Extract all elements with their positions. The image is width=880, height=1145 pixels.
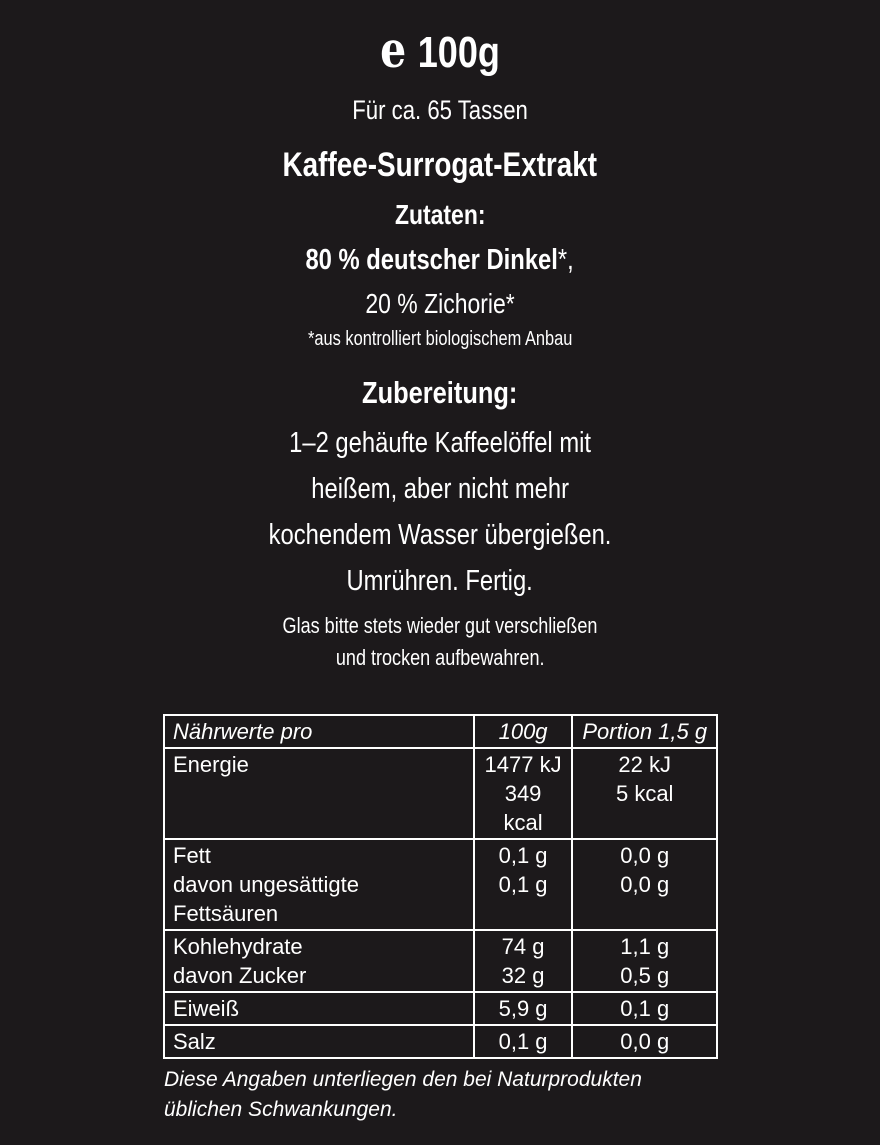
servings-text: Für ca. 65 Tassen (352, 95, 528, 125)
row-per100: 0,1 g (472, 1024, 574, 1059)
table-header-row: Nährwerte pro 100g Portion 1,5 g (163, 714, 718, 749)
row-portion: 22 kJ 5 kcal (571, 747, 718, 840)
row-per100: 0,1 g 0,1 g (472, 838, 574, 931)
row-portion: 0,1 g (571, 991, 718, 1026)
table-row-energy: Energie 1477 kJ 349 kcal 22 kJ 5 kcal (163, 747, 718, 840)
header-portion: Portion 1,5 g (571, 714, 718, 749)
header-per100: 100g (472, 714, 574, 749)
preparation-line: kochendem Wasser übergießen. (268, 519, 612, 551)
product-name: Kaffee-Surrogat-Extrakt (282, 146, 598, 184)
nutrition-table: Nährwerte pro 100g Portion 1,5 g Energie… (163, 714, 718, 1059)
estimate-mark-logo: e (380, 20, 407, 79)
ingredients-title: Zutaten: (394, 199, 486, 230)
row-per100: 1477 kJ 349 kcal (472, 747, 574, 840)
row-label: Fett davon ungesättigte Fettsäuren (163, 838, 475, 931)
storage-line: Glas bitte stets wieder gut verschließen (282, 613, 598, 638)
row-label: Energie (163, 747, 475, 840)
row-per100: 5,9 g (472, 991, 574, 1026)
row-portion: 0,0 g 0,0 g (571, 838, 718, 931)
row-portion: 0,0 g (571, 1024, 718, 1059)
row-per100: 74 g 32 g (472, 929, 574, 993)
table-row-protein: Eiweiß 5,9 g 0,1 g (163, 991, 718, 1026)
row-label: Kohlehydrate davon Zucker (163, 929, 475, 993)
row-label: Eiweiß (163, 991, 475, 1026)
table-row-salt: Salz 0,1 g 0,0 g (163, 1024, 718, 1059)
preparation-line: 1–2 gehäufte Kaffeelöffel mit (289, 427, 591, 459)
nutrition-note: Diese Angaben unterliegen den bei Naturp… (164, 1068, 642, 1121)
preparation-title: Zubereitung: (362, 375, 518, 410)
net-weight: e 100g (0, 20, 880, 80)
ingredient-2: 20 % Zichorie* (365, 288, 515, 319)
ingredient-1: 80 % deutscher Dinkel*, (305, 244, 575, 276)
row-label: Salz (163, 1024, 475, 1059)
row-portion: 1,1 g 0,5 g (571, 929, 718, 993)
organic-footnote: *aus kontrolliert biologischem Anbau (307, 328, 573, 350)
net-weight-value: 100g (417, 28, 500, 77)
header-label: Nährwerte pro (163, 714, 475, 749)
storage-line: und trocken aufbewahren. (335, 645, 545, 670)
preparation-line: Umrühren. Fertig. (346, 565, 534, 597)
preparation-line: heißem, aber nicht mehr (311, 473, 569, 505)
